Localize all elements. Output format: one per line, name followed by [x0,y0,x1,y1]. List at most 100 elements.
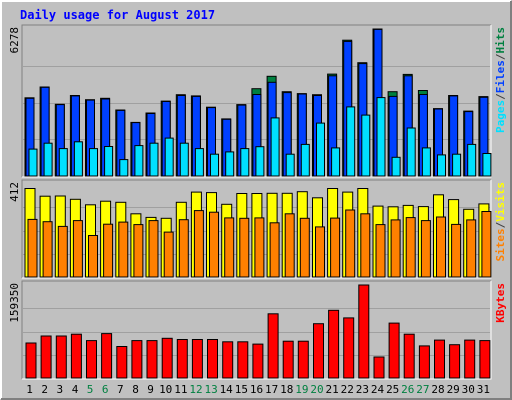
bar-pages-day-31 [482,153,492,177]
bar-kbytes-day-4 [70,333,82,379]
bar-sites-day-9 [148,220,159,278]
x-tick-label-day-2: 2 [41,383,48,396]
x-tick-label-day-17: 17 [265,383,278,396]
bar-kbytes-day-28 [434,339,445,379]
bar-sites-day-26 [405,217,416,278]
x-tick-label-day-24: 24 [371,383,385,396]
bar-kbytes-day-2 [40,335,52,379]
bar-kbytes-day-26 [403,333,415,379]
bar-sites-day-20 [315,226,325,278]
legend-entry: KBytes [494,283,507,323]
bar-pages-day-24 [376,97,386,177]
bar-kbytes-day-25 [388,322,400,379]
bar-sites-day-17 [269,222,280,278]
bar-sites-day-23 [360,213,371,278]
x-tick-label-day-23: 23 [356,383,369,396]
bar-pages-day-4 [73,141,83,177]
x-tick-label-day-18: 18 [280,383,293,396]
bar-pages-day-22 [346,106,356,177]
bar-pages-day-9 [149,142,159,177]
bar-sites-day-15 [239,217,250,278]
x-axis-day-labels: 1 2 3 4 5 6 7 8 9 10 11 12 13 14 15 16 17 18 19 20 21 22 23 24 2… [26,383,490,396]
bar-kbytes-day-7 [116,346,128,379]
bar-kbytes-day-22 [343,317,355,379]
x-tick-label-day-15: 15 [235,383,248,396]
bar-sites-day-5 [88,235,98,278]
panel-legend: Sites/Visits [494,182,507,262]
bar-kbytes-day-5 [86,340,97,379]
legend-entry: Sites [494,228,507,261]
panel-border-shadow [21,179,491,278]
x-tick-label-day-21: 21 [325,383,338,396]
bar-pages-day-23 [361,114,371,177]
legend-entry: Pages [494,100,507,133]
x-tick-label-day-9: 9 [147,383,154,396]
legend-entry: / [494,221,507,228]
x-tick-label-day-4: 4 [72,383,79,396]
bar-pages-day-15 [240,148,250,177]
bar-pages-day-30 [467,143,477,177]
x-tick-label-day-29: 29 [447,383,460,396]
panel-kbytes: 159350 KBytes [8,280,507,380]
bar-kbytes-day-8 [131,340,143,379]
bar-pages-day-3 [58,148,68,177]
bar-sites-day-31 [481,211,492,278]
bar-sites-day-3 [57,225,68,278]
bar-pages-day-26 [406,127,416,177]
bar-sites-day-16 [254,217,265,278]
x-tick-label-day-13: 13 [204,383,217,396]
x-tick-label-day-31: 31 [477,383,490,396]
bar-sites-day-30 [466,219,477,278]
bar-sites-day-18 [284,213,295,278]
bar-sites-day-19 [299,217,310,278]
bar-pages-day-29 [452,153,462,177]
bar-kbytes-day-3 [55,335,67,379]
bar-kbytes-day-30 [464,339,476,379]
bar-sites-day-1 [27,218,38,278]
bar-kbytes-day-6 [101,333,113,379]
bar-pages-day-1 [28,148,38,177]
bar-kbytes-day-10 [161,337,173,379]
x-tick-label-day-3: 3 [56,383,63,396]
bar-pages-day-19 [300,143,310,177]
bar-kbytes-day-31 [479,340,491,379]
x-tick-label-day-7: 7 [117,383,124,396]
x-tick-label-day-11: 11 [174,383,187,396]
x-tick-label-day-22: 22 [341,383,354,396]
bar-kbytes-day-1 [25,342,37,379]
bar-sites-day-24 [375,224,386,278]
bar-pages-day-8 [134,145,144,177]
bar-kbytes-day-9 [146,340,158,379]
x-tick-label-day-20: 20 [310,383,323,396]
x-tick-label-day-27: 27 [416,383,429,396]
bar-kbytes-day-20 [313,323,324,379]
x-tick-label-day-14: 14 [220,383,234,396]
bar-kbytes-day-24 [373,356,385,379]
bar-sites-day-4 [72,220,83,278]
bar-sites-day-13 [209,211,219,278]
bar-kbytes-day-21 [328,309,340,379]
bar-pages-day-21 [331,147,341,177]
bar-sites-day-29 [451,223,462,278]
bar-sites-day-7 [118,221,129,278]
x-tick-label-day-28: 28 [431,383,444,396]
x-tick-label-day-8: 8 [132,383,139,396]
bar-sites-day-12 [193,210,204,278]
bar-sites-day-21 [330,217,341,278]
bar-pages-day-12 [194,148,204,177]
bar-kbytes-day-27 [418,345,430,379]
x-tick-label-day-10: 10 [159,383,172,396]
panel-legend: Pages/Files/Hits [494,27,507,133]
bar-kbytes-day-17 [267,313,279,379]
bar-pages-day-7 [119,159,129,177]
bar-pages-day-20 [316,122,325,177]
chart-title: Daily usage for August 2017 [20,8,215,22]
x-tick-label-day-19: 19 [295,383,308,396]
bar-pages-day-16 [255,146,265,177]
panel-border-light [22,281,492,380]
x-tick-label-day-12: 12 [189,383,202,396]
bar-sites-day-6 [103,223,114,278]
